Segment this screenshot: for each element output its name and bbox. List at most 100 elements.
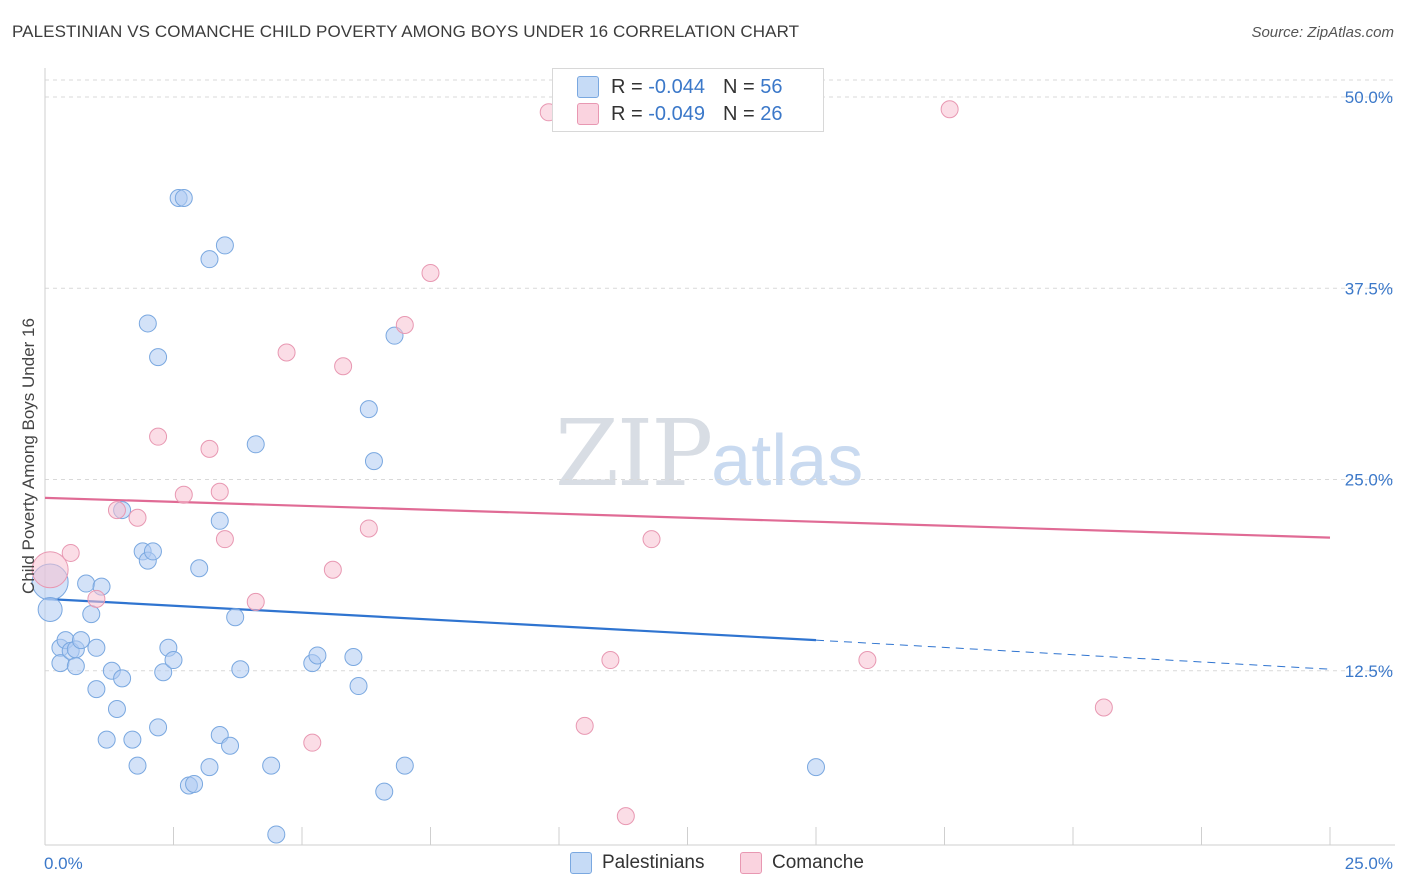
palestinians-point [164, 651, 183, 670]
palestinians-point [375, 782, 394, 801]
comanche-point [334, 357, 353, 376]
legend-r-label: R = [611, 102, 643, 125]
comanche-point [323, 560, 342, 579]
correlation-legend: R = -0.044 N = 56 R = -0.049 N = 26 [552, 68, 824, 132]
x-tick-label: 25.0% [1345, 854, 1393, 873]
comanche-point [421, 263, 440, 282]
palestinians-point [185, 774, 204, 793]
watermark: ZIPatlas [555, 400, 863, 507]
palestinians-point [215, 236, 234, 255]
palestinians-point [262, 756, 281, 775]
palestinians-point [113, 669, 132, 688]
comanche-point [128, 508, 147, 527]
palestinians-point [149, 718, 168, 737]
data-points [31, 100, 1113, 844]
palestinians-point [138, 314, 157, 333]
legend-n-value: 26 [760, 102, 783, 125]
y-axis-title: Child Poverty Among Boys Under 16 [19, 318, 38, 594]
chart-source: Source: ZipAtlas.com [1251, 24, 1394, 41]
comanche-point [87, 589, 106, 608]
tick-labels: 12.5% 25.0% 37.5% 50.0% 0.0% 25.0% [44, 88, 1393, 873]
palestinians-point [66, 657, 85, 676]
palestinians-point [395, 756, 414, 775]
palestinians-point [77, 574, 96, 593]
palestinians-point [123, 730, 142, 749]
legend-r-value: -0.044 [648, 75, 705, 98]
comanche-point [246, 592, 265, 611]
comanche-point [200, 439, 219, 458]
x-tick-label: 0.0% [44, 854, 83, 873]
palestinians-point [107, 700, 126, 718]
legend-r-value: -0.049 [648, 102, 705, 125]
palestinians-point [221, 736, 240, 755]
legend-row-palestinians: R = -0.044 N = 56 [577, 75, 782, 99]
comanche-point [575, 716, 594, 735]
comanche-point [210, 482, 229, 501]
palestinians-point [226, 608, 245, 627]
legend-swatch-blue [577, 76, 599, 98]
palestinians-point [349, 677, 368, 696]
comanche-point [858, 651, 877, 670]
palestinians-point [87, 638, 106, 657]
legend-swatch-pink [740, 852, 762, 874]
palestinians-point [246, 435, 265, 454]
palestinians-point [200, 758, 219, 777]
trend-lines [44, 496, 1331, 670]
palestinians-point [143, 542, 162, 561]
comanche-point [174, 485, 193, 504]
legend-item-palestinians: Palestinians [570, 852, 704, 874]
legend-n-label: N = [722, 75, 755, 98]
palestinians-point [174, 188, 193, 207]
legend-r-label: R = [611, 75, 643, 98]
comanche-point [940, 100, 959, 119]
comanche-point [277, 343, 296, 362]
watermark-zip: ZIP [555, 400, 713, 507]
comanche-point [215, 530, 234, 549]
legend-n-label: N = [722, 102, 755, 125]
palestinians-point [82, 605, 101, 624]
legend-swatch-blue [570, 852, 592, 874]
comanche-point [149, 427, 168, 446]
palestinians-point [364, 452, 383, 471]
palestinians-point [308, 646, 327, 665]
watermark-atlas: atlas [711, 421, 864, 501]
legend-item-comanche: Comanche [740, 852, 864, 874]
comanche-point [107, 501, 126, 520]
comanche-point [1094, 698, 1113, 717]
y-tick-label: 50.0% [1345, 88, 1393, 107]
palestinians-point [37, 597, 63, 623]
comanche-trend-line [44, 496, 1331, 539]
comanche-point [61, 543, 80, 562]
palestinians-point [344, 647, 363, 666]
comanche-point [303, 733, 322, 752]
palestinians-point [128, 756, 147, 775]
comanche-point [359, 519, 378, 538]
legend-row-comanche: R = -0.049 N = 26 [577, 102, 782, 126]
palestinians-point [200, 250, 219, 269]
comanche-point [395, 315, 414, 334]
grid-lines [45, 79, 1395, 672]
palestinians-point [231, 660, 250, 679]
comanche-point [616, 807, 635, 826]
palestinians-point [210, 511, 229, 530]
palestinians-trend-line [44, 597, 817, 642]
palestinians-point [190, 559, 209, 578]
palestinians-point [97, 730, 116, 749]
palestinians-trend-extension [815, 639, 1331, 670]
axes [44, 68, 1395, 846]
palestinians-point [71, 631, 90, 650]
y-tick-label: 12.5% [1345, 662, 1393, 681]
legend-label: Palestinians [602, 852, 705, 873]
comanche-point [31, 551, 69, 589]
palestinians-point [267, 825, 286, 844]
y-tick-label: 37.5% [1345, 279, 1393, 298]
palestinians-point [149, 348, 168, 367]
chart-title: PALESTINIAN VS COMANCHE CHILD POVERTY AM… [12, 22, 800, 41]
legend-label: Comanche [772, 852, 864, 873]
palestinians-point [807, 758, 825, 777]
legend-swatch-pink [577, 103, 599, 125]
palestinians-point [87, 680, 106, 699]
comanche-point [642, 530, 661, 549]
legend-n-value: 56 [760, 75, 783, 98]
